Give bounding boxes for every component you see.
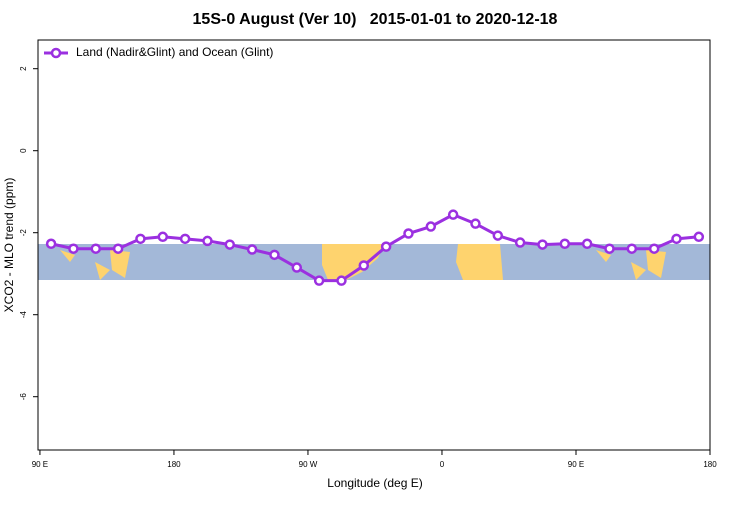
plot-frame [37, 39, 711, 451]
data-point [157, 231, 169, 243]
data-point [693, 231, 705, 243]
data-point [135, 233, 146, 245]
data-point [112, 243, 124, 254]
data-point [291, 262, 303, 273]
data-point [68, 243, 79, 254]
y-tick-label: 2 [19, 66, 28, 71]
data-point [313, 275, 325, 286]
data-point [224, 239, 236, 250]
legend-label: Land (Nadir&Glint) and Ocean (Glint) [76, 45, 273, 59]
x-axis-label: Longitude (deg E) [327, 476, 422, 490]
data-point [604, 243, 615, 254]
legend-marker [50, 47, 62, 59]
x-tick-label: 90 E [32, 460, 48, 469]
data-point [246, 244, 258, 255]
y-tick-label: -4 [19, 311, 28, 319]
data-point [447, 209, 459, 220]
data-point [492, 230, 504, 241]
data-point [648, 243, 660, 254]
x-tick-label: 0 [440, 460, 445, 469]
data-point [514, 237, 526, 248]
x-tick-label: 90 W [299, 460, 318, 469]
data-point [179, 233, 191, 245]
x-tick-label: 90 E [568, 460, 584, 469]
y-tick-label: -2 [19, 229, 28, 237]
data-point [358, 260, 370, 271]
data-point [403, 228, 414, 239]
data-point [581, 238, 593, 250]
data-point [269, 249, 280, 261]
data-point [537, 239, 548, 250]
data-point [626, 243, 638, 254]
data-point [336, 275, 347, 286]
y-tick-label: 0 [19, 148, 28, 153]
chart-title: 15S-0 August (Ver 10) 2015-01-01 to 2020… [193, 11, 558, 28]
data-point [202, 235, 213, 247]
y-tick-label: -6 [19, 393, 28, 401]
map-band [38, 244, 710, 280]
y-axis-label: XCO2 - MLO trend (ppm) [2, 178, 16, 313]
data-point [559, 238, 571, 250]
data-point [90, 243, 102, 254]
data-point [671, 233, 682, 245]
data-point [45, 238, 57, 250]
x-tick-label: 180 [167, 460, 181, 469]
data-point [380, 241, 392, 252]
data-point [470, 218, 481, 229]
x-tick-label: 180 [703, 460, 717, 469]
data-point [425, 221, 437, 232]
